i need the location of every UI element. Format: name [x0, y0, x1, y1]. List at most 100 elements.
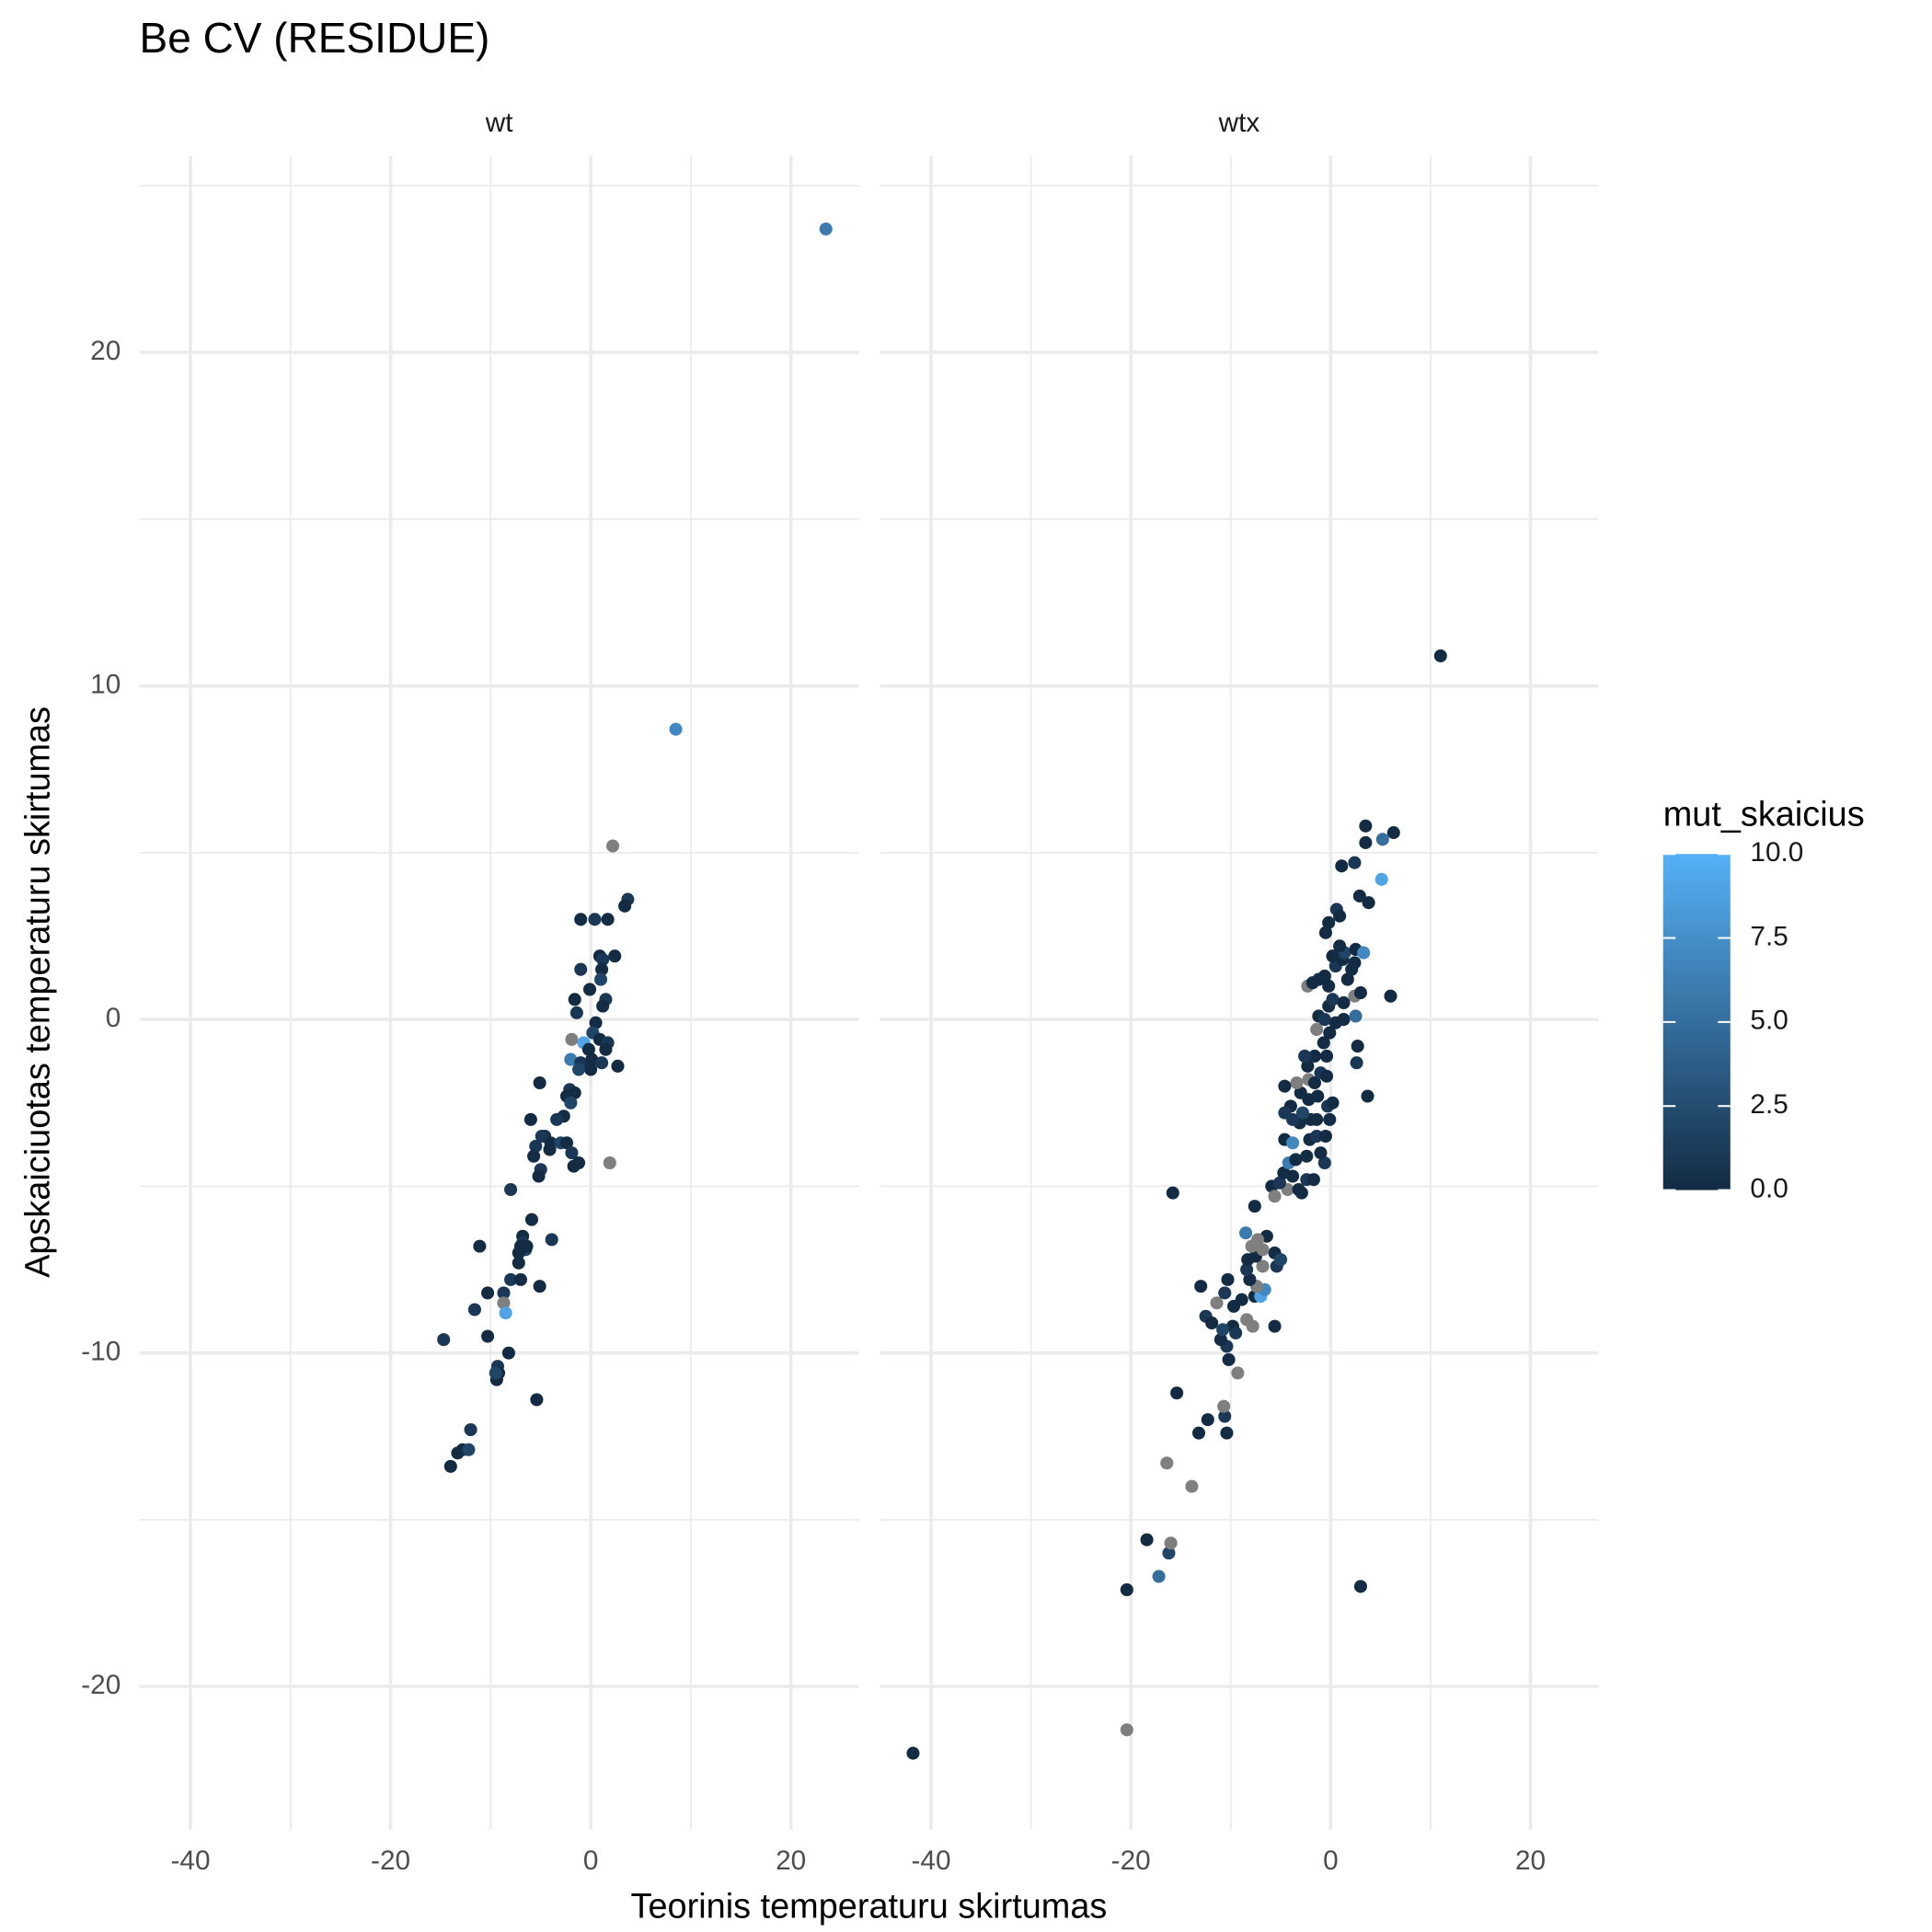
point	[1229, 1326, 1243, 1340]
x-tick-label: 20	[776, 1846, 806, 1876]
point	[1295, 1106, 1309, 1120]
point	[1317, 1013, 1331, 1027]
point	[481, 1286, 495, 1300]
point	[1322, 979, 1336, 993]
point	[1286, 1136, 1300, 1150]
point	[595, 1056, 609, 1070]
point	[1162, 1547, 1176, 1560]
x-axis-label: Teorinis temperaturu skirtumas	[631, 1887, 1108, 1926]
point	[504, 1272, 518, 1286]
point	[618, 899, 632, 913]
point	[1274, 1253, 1288, 1267]
point	[464, 1422, 477, 1437]
point	[565, 1146, 579, 1160]
point	[1152, 1570, 1166, 1583]
point	[596, 999, 610, 1013]
point	[1359, 819, 1373, 833]
point	[1326, 949, 1340, 963]
point	[1300, 1149, 1314, 1163]
point	[1323, 1026, 1337, 1040]
point	[504, 1182, 518, 1197]
point	[1326, 993, 1340, 1006]
x-tick-label: 20	[1515, 1846, 1546, 1876]
point	[564, 1096, 578, 1110]
point	[1311, 1089, 1325, 1103]
point	[669, 722, 683, 736]
x-tick-label: -40	[171, 1846, 211, 1876]
point	[608, 949, 622, 963]
point	[582, 983, 597, 996]
point	[572, 1063, 586, 1076]
point	[1319, 1069, 1334, 1083]
point	[1235, 1293, 1248, 1306]
point	[1268, 1190, 1282, 1203]
x-tick-label: -20	[371, 1846, 410, 1876]
point	[1307, 1049, 1322, 1064]
points	[437, 222, 1447, 1760]
point	[565, 1032, 579, 1046]
point	[1375, 833, 1389, 846]
legend-tick-label: 2.5	[1750, 1089, 1788, 1120]
point	[1166, 1186, 1179, 1200]
point	[1294, 1086, 1307, 1099]
point	[1340, 972, 1354, 986]
point	[533, 1075, 546, 1090]
point	[1268, 1319, 1282, 1333]
legend-tick-label: 10.0	[1750, 837, 1803, 868]
point	[1290, 1075, 1304, 1090]
point	[1374, 872, 1388, 886]
point	[1333, 939, 1347, 953]
point	[1353, 1580, 1367, 1593]
point	[1185, 1479, 1199, 1493]
point	[1350, 1056, 1363, 1070]
point	[1386, 826, 1400, 840]
y-tick-label: 10	[90, 669, 121, 699]
point	[559, 1136, 574, 1150]
point	[1221, 1272, 1235, 1286]
point	[1322, 915, 1336, 929]
point	[1349, 1009, 1363, 1023]
point	[497, 1296, 511, 1310]
point	[1352, 889, 1366, 903]
point	[1216, 1323, 1230, 1337]
point	[529, 1139, 543, 1153]
point	[569, 1006, 583, 1019]
point	[581, 1042, 595, 1056]
point	[1326, 1096, 1340, 1110]
point	[1351, 1040, 1364, 1053]
point	[1218, 1286, 1232, 1300]
point	[1248, 1200, 1261, 1213]
point	[520, 1239, 534, 1253]
point	[1310, 1129, 1324, 1144]
point	[1217, 1399, 1231, 1413]
point	[588, 913, 602, 926]
point	[1337, 995, 1351, 1010]
point	[1359, 835, 1373, 849]
point	[1120, 1723, 1133, 1737]
point	[1335, 859, 1349, 873]
grid	[139, 155, 1599, 1831]
point	[533, 1280, 546, 1294]
point	[535, 1129, 548, 1144]
point	[1323, 1112, 1337, 1126]
point	[1348, 856, 1362, 869]
point	[1318, 926, 1332, 939]
point	[489, 1366, 502, 1380]
point	[1278, 1106, 1292, 1120]
point	[1220, 1426, 1234, 1440]
point	[1306, 1173, 1320, 1187]
point	[481, 1329, 495, 1343]
point	[593, 972, 608, 986]
y-tick-label: 0	[106, 1003, 121, 1033]
point	[1384, 989, 1397, 1003]
point	[1317, 1036, 1330, 1050]
point	[1213, 1333, 1227, 1347]
point	[1210, 1296, 1224, 1310]
point	[1194, 1280, 1208, 1294]
point	[1160, 1456, 1174, 1470]
point	[462, 1443, 476, 1456]
y-axis-label: Apskaiciuotas temperaturu skirtumas	[18, 707, 57, 1278]
point	[513, 1272, 528, 1286]
point	[1246, 1319, 1259, 1333]
